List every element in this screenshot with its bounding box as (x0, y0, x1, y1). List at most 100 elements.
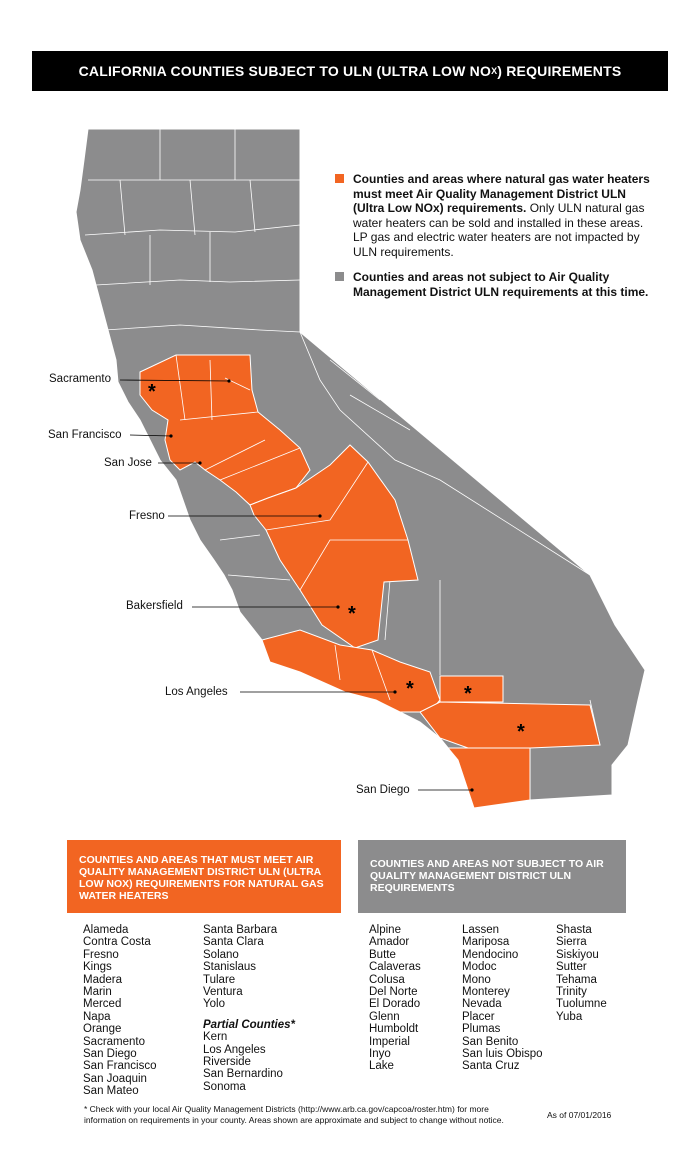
county-list-item: Kings (83, 961, 112, 974)
title-end: ) REQUIREMENTS (497, 63, 622, 79)
county-list-item: Los Angeles (203, 1043, 266, 1056)
region-sacramento-bay (139, 354, 311, 506)
county-list-item: Riverside (203, 1056, 251, 1069)
non-uln-list-col2: Lassen Mariposa Mendocino Modoc Mono Monterey… (462, 924, 543, 1073)
county-list-item: Trinity (556, 986, 587, 999)
county-list-item: Mendocino (462, 948, 519, 961)
county-list-item: Shasta (556, 924, 592, 936)
county-list-item: Merced (83, 998, 122, 1011)
region-san-bernardino-partial (439, 675, 504, 703)
county-list-item: Santa Cruz (462, 1060, 520, 1073)
county-list-item: Colusa (369, 973, 405, 986)
county-list-item: Modoc (462, 961, 497, 974)
non-uln-list-col1: Alpine Amador Butte Calaveras Colusa Del Nort… (369, 924, 421, 1073)
county-list-item: Butte (369, 948, 396, 961)
as-of-date: As of 07/01/2016 (547, 1110, 612, 1120)
title-main: CALIFORNIA COUNTIES SUBJECT TO ULN (ULTR… (78, 63, 492, 79)
uln-swatch (335, 174, 344, 183)
marker-san-bernardino: * (464, 683, 472, 705)
county-list-item: Madera (83, 973, 122, 986)
marker-los-angeles: * (406, 678, 414, 700)
california-map: * * * * * (75, 128, 646, 809)
non-uln-counties-heading: COUNTIES AND AREAS NOT SUBJECT TO AIR QU… (370, 858, 604, 894)
county-list-item: Kern (203, 1031, 228, 1044)
footnote: * Check with your local Air Quality Mana… (84, 1104, 504, 1125)
county-list-item: Santa Barbara (203, 924, 278, 936)
legend-uln-bold: Counties and areas where natural gas wat… (353, 172, 650, 215)
marker-riverside: * (517, 721, 525, 743)
county-list-item: Glenn (369, 1010, 400, 1023)
city-label-san-jose: San Jose (104, 457, 152, 469)
county-list-item: Humboldt (369, 1023, 419, 1036)
partial-counties-title: Partial Counties* (203, 1018, 296, 1031)
county-list-item: Mariposa (462, 936, 510, 949)
title-banner: CALIFORNIA COUNTIES SUBJECT TO ULN (ULTR… (32, 51, 668, 91)
county-list-item: Calaveras (369, 961, 421, 974)
county-list-item: San luis Obispo (462, 1048, 543, 1061)
county-list-item: Stanislaus (203, 961, 257, 974)
city-label-sacramento: Sacramento (49, 373, 112, 385)
uln-list-col1: Alameda Contra Costa Fresno Kings Madera Mari… (83, 924, 157, 1098)
county-list-item: Yolo (203, 998, 225, 1011)
county-list-item: Tulare (203, 973, 236, 986)
county-list-item: San Mateo (83, 1085, 139, 1098)
county-list-item: Marin (83, 986, 112, 999)
legend-non-uln-bold: Counties and areas not subject to Air Qu… (353, 270, 649, 299)
county-list-item: Solano (203, 948, 239, 961)
county-list-item: Mono (462, 973, 491, 986)
county-list-item: San Joaquin (83, 1072, 147, 1085)
legend-uln-text: Only ULN natural gas water heaters can b… (353, 201, 645, 259)
region-riverside-partial (419, 701, 601, 749)
city-label-fresno: Fresno (129, 510, 165, 522)
county-list-item: Lake (369, 1060, 394, 1073)
county-list-item: San Francisco (83, 1060, 157, 1073)
county-list-item: Tehama (556, 973, 597, 986)
county-list-item: Del Norte (369, 986, 418, 999)
county-list-item: San Benito (462, 1035, 519, 1048)
non-uln-counties-header: COUNTIES AND AREAS NOT SUBJECT TO AIR QU… (358, 840, 626, 913)
uln-regions (139, 354, 601, 809)
region-san-diego (446, 747, 531, 809)
partial-markers: * * * * * (148, 381, 525, 743)
county-list-item: Sonoma (203, 1080, 246, 1093)
county-list-item: Yuba (556, 1010, 583, 1023)
county-list-item: Sutter (556, 961, 587, 974)
county-list-item: Siskiyou (556, 948, 599, 961)
county-list-item: Nevada (462, 998, 502, 1011)
city-label-los-angeles: Los Angeles (165, 686, 228, 698)
uln-counties-heading: COUNTIES AND AREAS THAT MUST MEET AIR QU… (79, 854, 324, 902)
county-list-item: Sacramento (83, 1035, 146, 1048)
county-list-item: Placer (462, 1010, 495, 1023)
county-list-item: San Diego (83, 1048, 137, 1061)
county-list-item: Orange (83, 1023, 122, 1036)
county-list-item: Imperial (369, 1035, 410, 1048)
marker-sonoma: * (148, 381, 156, 403)
title-subscript: X (491, 66, 498, 76)
county-borders (84, 129, 601, 800)
non-uln-swatch (335, 272, 344, 281)
uln-list-col2: Santa Barbara Santa Clara Solano Stanislaus… (203, 924, 295, 1093)
marker-kern: * (348, 603, 356, 625)
non-uln-list-col3: Shasta Sierra Siskiyou Sutter Tehama Trinity T… (556, 924, 607, 1023)
city-label-san-francisco: San Francisco (48, 429, 122, 441)
uln-counties-header: COUNTIES AND AREAS THAT MUST MEET AIR QU… (67, 840, 341, 913)
city-label-san-diego: San Diego (356, 784, 410, 796)
county-list-item: Napa (83, 1010, 111, 1023)
legend-uln: Counties and areas where natural gas wat… (335, 172, 655, 259)
county-list-item: Sierra (556, 936, 587, 949)
county-list-item: Plumas (462, 1023, 501, 1036)
county-list-item: Inyo (369, 1048, 391, 1061)
county-list-item: Contra Costa (83, 936, 151, 949)
county-list-item: Alpine (369, 924, 401, 936)
county-list-item: Lassen (462, 924, 500, 936)
county-list-item: Fresno (83, 948, 119, 961)
city-pointer-lines (119, 379, 472, 791)
legend-non-uln: Counties and areas not subject to Air Qu… (335, 270, 655, 299)
city-dots (169, 379, 474, 792)
county-list-item: Tuolumne (556, 998, 607, 1011)
county-list-item: Santa Clara (203, 936, 264, 949)
county-list-item: Alameda (83, 924, 129, 936)
county-list-item: Monterey (462, 986, 510, 999)
county-list-item: El Dorado (369, 998, 421, 1011)
county-list-item: Amador (369, 936, 410, 949)
